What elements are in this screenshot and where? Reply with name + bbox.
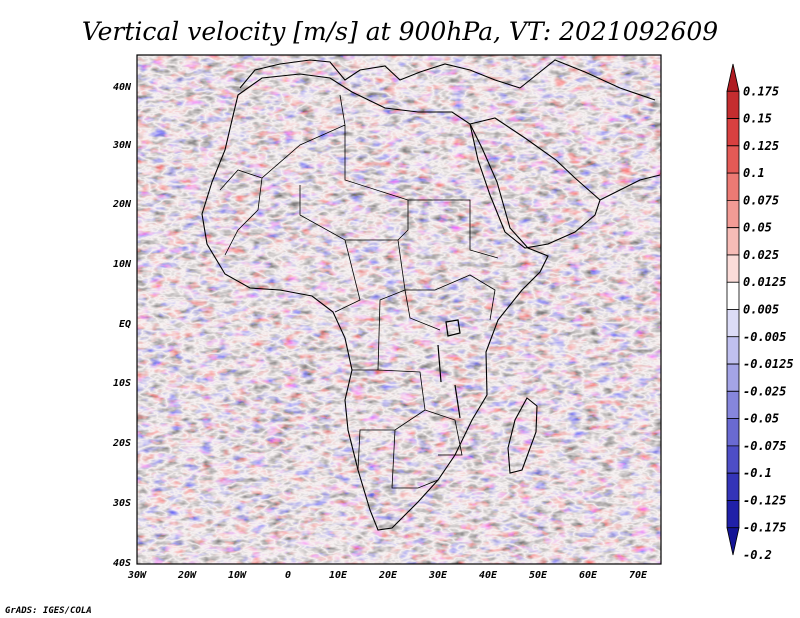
rift-lakes xyxy=(437,344,461,419)
lat-axis: 40N 30N 20N 10N EQ 10S 20S 30S 40S xyxy=(112,82,132,569)
colorbar-segment xyxy=(726,63,740,92)
colorbar-label: 0.05 xyxy=(743,221,772,235)
madagascar-coastline xyxy=(507,397,538,474)
colorbar-segment xyxy=(726,363,740,392)
colorbar-label: 0.125 xyxy=(743,139,779,153)
colorbar-label: -0.125 xyxy=(743,493,786,507)
lon-axis: 30W 20W 10W 0 10E 20E 30E 40E 50E 60E 70… xyxy=(127,570,648,581)
colorbar-label: -0.005 xyxy=(743,330,786,344)
lat-label-20n: 20N xyxy=(112,199,132,210)
colorbar-segment xyxy=(726,500,740,529)
lon-label-30w: 30W xyxy=(127,570,147,581)
lon-label-20e: 20E xyxy=(378,570,398,581)
colorbar-segment xyxy=(726,472,740,501)
lon-label-30e: 30E xyxy=(428,570,448,581)
colorbar-label: 0.175 xyxy=(743,84,779,98)
lon-label-40e: 40E xyxy=(479,570,498,581)
lat-label-40s: 40S xyxy=(113,558,131,569)
lat-label-40n: 40N xyxy=(113,82,132,93)
lon-label-50e: 50E xyxy=(529,570,548,581)
europe-coastline xyxy=(239,59,521,89)
arabia-coastline xyxy=(469,117,601,249)
africa-coastline xyxy=(201,73,549,531)
lon-label-60e: 60E xyxy=(579,570,598,581)
colorbar-label: -0.05 xyxy=(743,412,779,426)
colorbar-label: 0.075 xyxy=(743,193,779,207)
lat-label-30n: 30N xyxy=(112,140,132,151)
velocity-field xyxy=(137,55,661,564)
lat-label-eq: EQ xyxy=(119,319,131,330)
asia-coastline xyxy=(519,59,661,201)
colorbar: 0.175 0.15 0.125 0.1 0.075 0.05 0.025 0.0125 0.0… xyxy=(726,63,794,562)
lat-label-20s: 20S xyxy=(112,438,131,449)
colorbar-segment xyxy=(726,145,740,174)
colorbar-label: 0.15 xyxy=(743,112,772,126)
colorbar-segment xyxy=(726,172,740,201)
colorbar-label: -0.025 xyxy=(743,384,786,398)
colorbar-segment xyxy=(726,118,740,147)
lon-label-20w: 20W xyxy=(177,570,197,581)
lat-label-30s: 30S xyxy=(112,498,131,509)
colorbar-segment xyxy=(726,90,740,119)
colorbar-label: -0.175 xyxy=(743,521,786,535)
lon-label-0: 0 xyxy=(285,570,291,581)
colorbar-segment xyxy=(726,390,740,420)
lon-label-10e: 10E xyxy=(329,570,348,581)
colorbar-segment xyxy=(726,254,740,283)
colorbar-segment xyxy=(726,336,740,365)
country-borders xyxy=(219,94,499,489)
colorbar-label: -0.1 xyxy=(743,466,772,480)
lake-victoria xyxy=(445,319,461,337)
lat-label-10s: 10S xyxy=(113,378,131,389)
colorbar-label: -0.2 xyxy=(743,548,772,562)
colorbar-segment xyxy=(726,309,740,338)
colorbar-segment xyxy=(726,199,740,229)
colorbar-label: 0.005 xyxy=(743,303,779,317)
colorbar-label: 0.1 xyxy=(743,166,765,180)
colorbar-segment xyxy=(726,227,740,256)
colorbar-segment xyxy=(726,281,740,310)
colorbar-segment xyxy=(726,445,740,474)
map-title: Vertical velocity [m/s] at 900hPa, VT: 2… xyxy=(82,17,718,46)
map-panel xyxy=(137,55,661,564)
colorbar-label: 0.025 xyxy=(743,248,779,262)
colorbar-segment xyxy=(726,527,740,556)
grads-credit: GrADS: IGES/COLA xyxy=(5,606,92,616)
lon-label-10w: 10W xyxy=(228,570,247,581)
map-frame xyxy=(136,54,662,565)
lon-label-70e: 70E xyxy=(629,570,648,581)
colorbar-label: -0.0125 xyxy=(743,357,794,371)
colorbar-label: -0.075 xyxy=(743,439,786,453)
lat-label-10n: 10N xyxy=(113,259,132,270)
colorbar-segment xyxy=(726,418,740,447)
colorbar-label: 0.0125 xyxy=(743,275,786,289)
